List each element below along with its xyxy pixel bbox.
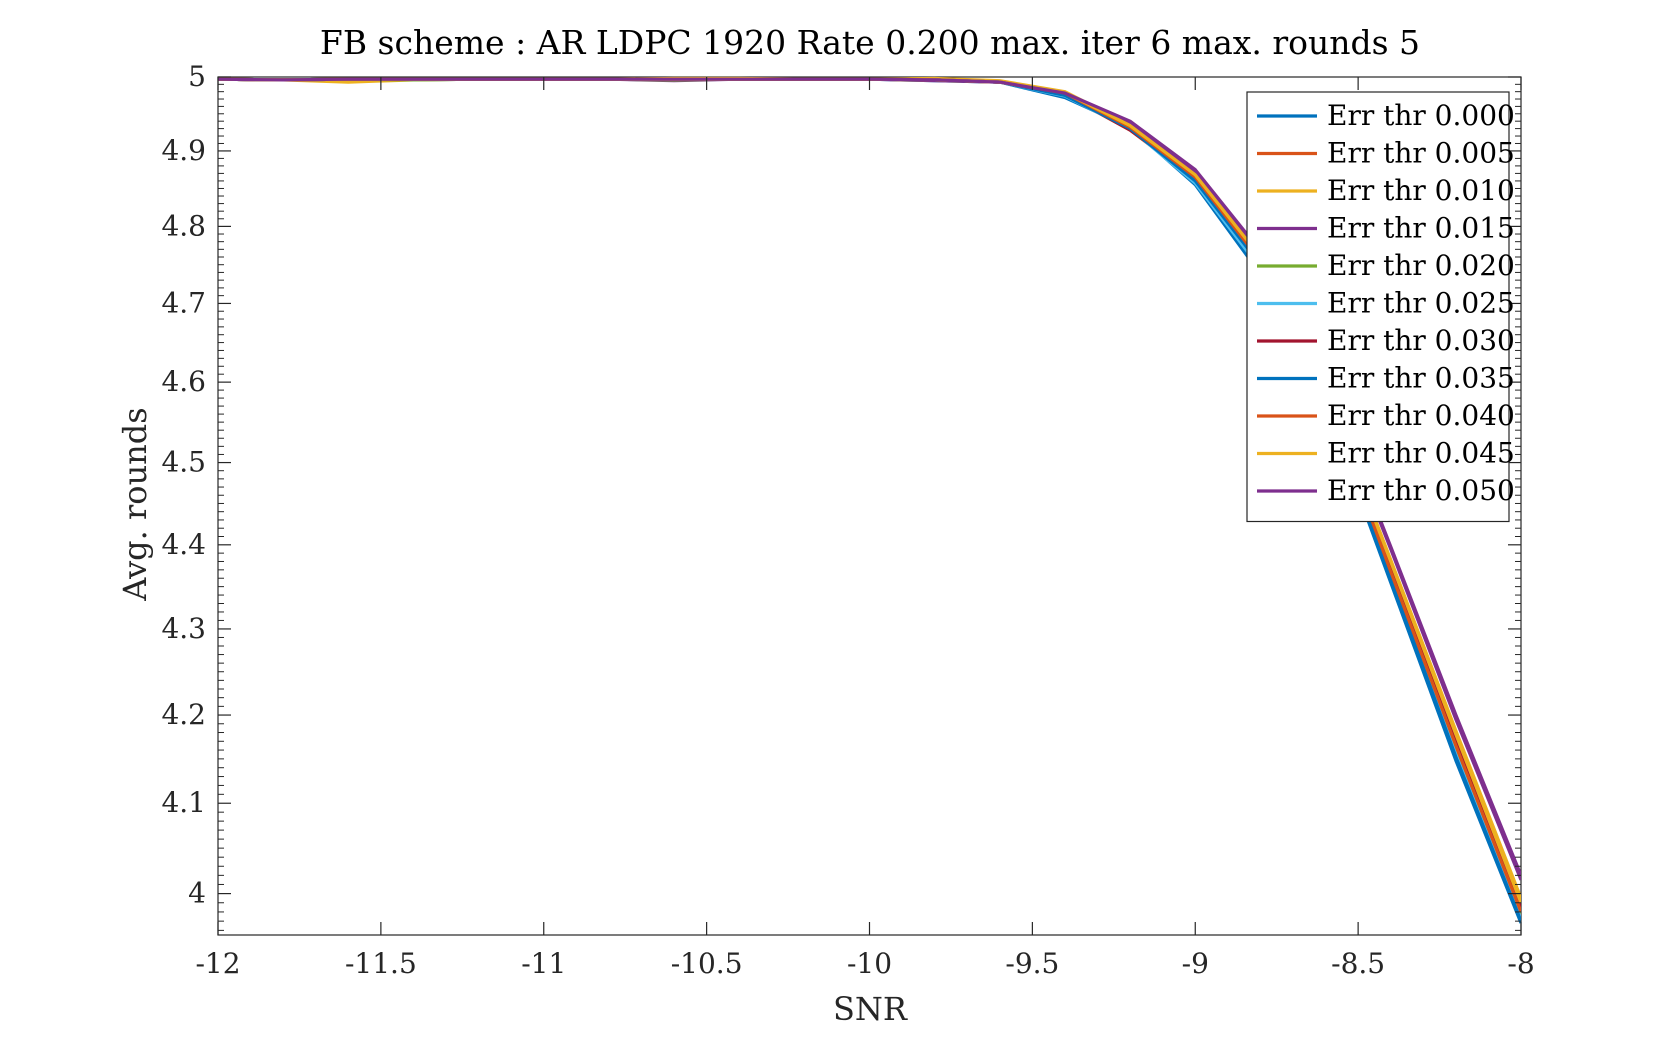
x-tick-label: -11 [521,947,566,980]
x-tick-label: -9 [1182,947,1209,980]
y-tick-label: 4 [188,877,206,910]
legend-label: Err thr 0.015 [1327,212,1515,245]
legend-label: Err thr 0.010 [1327,174,1515,207]
legend-label: Err thr 0.005 [1327,137,1515,170]
legend-label: Err thr 0.050 [1327,474,1515,507]
x-axis: -12 -11.5 -11 -10.5 -10 -9.5 -9 -8.5 -8 [195,77,1535,980]
x-tick-label: -12 [195,947,240,980]
x-tick-label: -8.5 [1331,947,1385,980]
y-tick-label: 4.3 [161,612,206,645]
x-axis-title: SNR [833,990,908,1028]
legend-label: Err thr 0.035 [1327,362,1515,395]
x-tick-label: -10 [847,947,892,980]
x-tick-label: -10.5 [671,947,743,980]
legend-label: Err thr 0.020 [1327,249,1515,282]
y-tick-label: 4.1 [161,786,206,819]
legend-label: Err thr 0.045 [1327,437,1515,470]
y-tick-label: 4.7 [161,286,206,319]
y-tick-label: 4.6 [161,365,206,398]
y-tick-label: 4.5 [161,446,206,479]
legend-label: Err thr 0.040 [1327,399,1515,432]
x-tick-label: -11.5 [345,947,417,980]
legend-label: Err thr 0.025 [1327,287,1515,320]
legend-box [1246,91,1510,523]
legend-label: Err thr 0.000 [1327,99,1515,132]
legend-label: Err thr 0.030 [1327,324,1515,357]
y-tick-label: 4.9 [161,134,206,167]
x-tick-label: -8 [1507,947,1534,980]
chart-title: FB scheme : AR LDPC 1920 Rate 0.200 max.… [320,23,1420,62]
y-tick-label: 4.4 [161,528,206,561]
x-tick-label: -9.5 [1005,947,1059,980]
y-tick-label: 4.8 [161,209,206,242]
y-axis: 4 4.1 4.2 4.3 4.4 4.5 4.6 4.7 4.8 4.9 5 [161,60,1521,931]
y-tick-label: 5 [188,60,206,93]
y-axis-title: Avg. rounds [116,407,154,601]
y-tick-label: 4.2 [161,698,206,731]
legend: Err thr 0.000 Err thr 0.005 Err thr 0.010 E… [1246,91,1515,523]
